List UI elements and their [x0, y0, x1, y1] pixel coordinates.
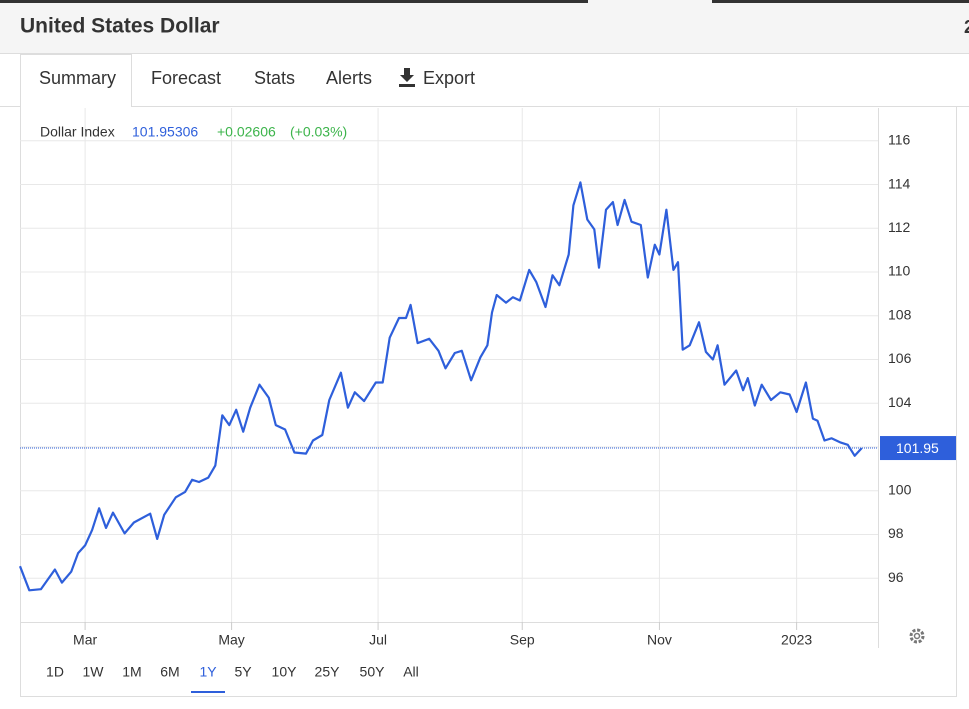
range-button[interactable]: 10Y — [272, 664, 298, 680]
active-tab-cover — [21, 100, 131, 108]
current-badge — [880, 436, 956, 461]
range-button[interactable]: 1M — [122, 664, 141, 680]
range-button[interactable]: 5Y — [234, 664, 252, 680]
x-tick-label: 2023 — [781, 632, 812, 648]
current-value: 101.95306 — [132, 124, 198, 140]
plot: 9698100102104106108110112114116MarMayJul… — [18, 108, 956, 648]
tab[interactable]: Summary — [39, 68, 116, 88]
range-buttons: 1D 1W 1M 6M 1Y 5Y 10Y 25Y 50Y All — [46, 664, 419, 693]
y-tick-label: 96 — [888, 569, 904, 585]
range-button[interactable]: 50Y — [360, 664, 386, 680]
y-tick-label: 114 — [888, 175, 911, 191]
top-bar — [712, 0, 969, 3]
y-tick-label: 98 — [888, 525, 904, 541]
range-button[interactable]: 1D — [46, 664, 64, 680]
x-tick-label: Mar — [73, 632, 97, 648]
y-tick-label: 108 — [888, 306, 912, 322]
range-button[interactable]: All — [403, 664, 419, 680]
y-tick-label: 106 — [888, 350, 912, 366]
export-icon — [399, 68, 415, 87]
y-tick-label: 104 — [888, 394, 912, 410]
range-button[interactable]: 1W — [83, 664, 105, 680]
range-button[interactable]: 1Y — [199, 664, 217, 680]
header-bg — [0, 0, 969, 54]
y-tick-label: 116 — [888, 132, 911, 148]
gear[interactable] — [909, 628, 925, 644]
y-tick-label: 110 — [888, 263, 911, 279]
x-tick-label: Sep — [510, 632, 535, 648]
range-button[interactable]: 25Y — [315, 664, 341, 680]
active-tab — [20, 54, 132, 107]
tab[interactable]: Export — [423, 68, 475, 88]
cut-text: 2 — [964, 17, 969, 37]
tab[interactable]: Stats — [254, 68, 295, 88]
current-label: 101.95 — [896, 440, 939, 456]
range-button[interactable]: 6M — [160, 664, 179, 680]
chart-frame — [20, 107, 957, 697]
gear-hub[interactable] — [913, 632, 921, 640]
settings-icon[interactable] — [909, 628, 925, 644]
tab[interactable]: Alerts — [326, 68, 372, 88]
change: +0.02606 — [217, 124, 276, 140]
tab[interactable]: Forecast — [151, 68, 221, 88]
x-tick-label: Jul — [369, 632, 387, 648]
page-title: United States Dollar — [20, 15, 220, 38]
x-tick-label: May — [218, 632, 244, 648]
y-tick-label: 112 — [888, 219, 911, 235]
series-name: Dollar Index — [40, 124, 115, 140]
series-line — [18, 181, 863, 592]
top-bar — [0, 0, 588, 3]
x-tick-label: Nov — [647, 632, 672, 648]
y-tick-label: 100 — [888, 481, 912, 497]
change-pct: (+0.03%) — [290, 124, 347, 140]
